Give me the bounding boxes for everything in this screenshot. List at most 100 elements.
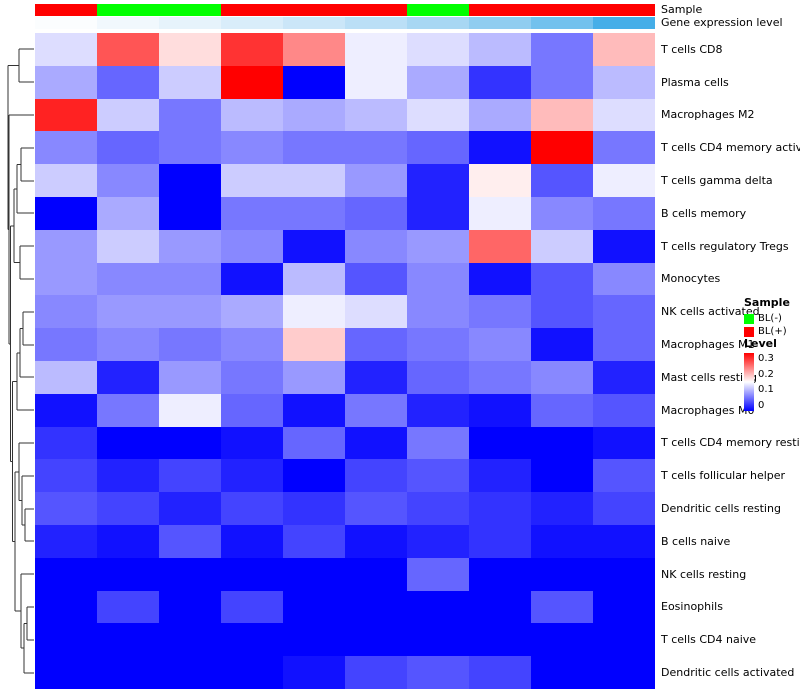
row-label: T cells gamma delta — [661, 174, 773, 188]
heatmap-cell — [469, 623, 531, 657]
heatmap-cell — [35, 426, 97, 460]
heatmap-cell — [221, 295, 283, 329]
heatmap-cell — [283, 164, 345, 197]
heatmap-cell — [469, 65, 531, 99]
heatmap-cell — [345, 623, 407, 657]
level-ticks: 0.3 0.2 0.1 0 — [758, 353, 774, 411]
heatmap-cell — [469, 262, 531, 296]
heatmap-cell — [221, 164, 283, 197]
heatmap-cell — [531, 393, 593, 427]
sample-annotation-cell — [221, 4, 283, 16]
heatmap-cell — [469, 426, 531, 460]
heatmap-cell — [97, 98, 159, 132]
heatmap-cell — [97, 328, 159, 361]
row-label: Macrophages M2 — [661, 108, 755, 122]
heatmap-cell — [531, 426, 593, 460]
heatmap-cell — [407, 524, 469, 558]
heatmap-cell — [469, 393, 531, 427]
level-legend: Level 0.3 0.2 0.1 0 — [744, 337, 777, 411]
row-label: NK cells resting — [661, 567, 747, 581]
row-label: T cells CD4 memory activated — [661, 141, 800, 155]
heatmap-cell — [35, 360, 97, 394]
heatmap-cell — [283, 262, 345, 296]
heatmap-cell — [35, 33, 97, 66]
heatmap-cell — [531, 328, 593, 361]
heatmap-cell — [35, 590, 97, 624]
heatmap-cell — [407, 295, 469, 329]
heatmap-cell — [97, 524, 159, 558]
heatmap-cell — [221, 557, 283, 591]
heatmap-cell — [97, 393, 159, 427]
heatmap-cell — [97, 196, 159, 230]
heatmap-cell — [283, 557, 345, 591]
heatmap-cell — [221, 656, 283, 689]
heatmap-cell — [593, 295, 655, 329]
heatmap-cell — [593, 393, 655, 427]
heatmap-cell — [345, 557, 407, 591]
sample-annotation-label: Sample — [661, 3, 703, 16]
heatmap-cell — [283, 492, 345, 525]
heatmap-cell — [35, 557, 97, 591]
sample-legend: Sample BL(-) BL(+) — [744, 296, 790, 338]
heatmap-cell — [159, 131, 221, 165]
heatmap-cell — [593, 164, 655, 197]
heatmap-cell — [159, 33, 221, 66]
heatmap-cell — [469, 328, 531, 361]
heatmap-cell — [407, 590, 469, 624]
gene-expression-annotation-cell — [345, 17, 407, 29]
heatmap-cell — [35, 295, 97, 329]
heatmap-cell — [221, 33, 283, 66]
row-label: T cells regulatory Tregs — [661, 239, 789, 253]
row-label: Macrophages M1 — [661, 338, 755, 352]
heatmap-cell — [159, 196, 221, 230]
heatmap-cell — [159, 229, 221, 263]
heatmap-cell — [531, 229, 593, 263]
heatmap-cell — [593, 328, 655, 361]
heatmap-cell — [345, 131, 407, 165]
heatmap-cell — [593, 196, 655, 230]
heatmap-cell — [283, 590, 345, 624]
gene-expression-annotation-cell — [531, 17, 593, 29]
heatmap-cell — [35, 328, 97, 361]
heatmap-cell — [407, 164, 469, 197]
heatmap-cell — [221, 393, 283, 427]
heatmap-cell — [469, 131, 531, 165]
heatmap-cell — [593, 98, 655, 132]
row-label: NK cells activated — [661, 305, 760, 319]
heatmap-cell — [97, 360, 159, 394]
heatmap-cell — [469, 229, 531, 263]
heatmap-cell — [469, 33, 531, 66]
heatmap-cell — [345, 262, 407, 296]
heatmap-cell — [221, 65, 283, 99]
sample-annotation-cell — [469, 4, 531, 16]
heatmap-cell — [469, 459, 531, 493]
heatmap-cell — [593, 623, 655, 657]
level-tick-label: 0 — [758, 399, 765, 411]
heatmap-cell — [283, 426, 345, 460]
row-label: Eosinophils — [661, 600, 723, 614]
heatmap-cell — [35, 262, 97, 296]
heatmap-cell — [159, 590, 221, 624]
heatmap-cell — [221, 492, 283, 525]
heatmap-cell — [97, 262, 159, 296]
row-label: Monocytes — [661, 272, 721, 286]
heatmap-cell — [407, 557, 469, 591]
heatmap-cell — [345, 656, 407, 689]
heatmap-cell — [407, 426, 469, 460]
heatmap-cell — [531, 524, 593, 558]
heatmap-cell — [407, 360, 469, 394]
heatmap-cell — [283, 65, 345, 99]
sample-annotation-cell — [35, 4, 97, 16]
heatmap-cell — [345, 393, 407, 427]
heatmap-cell — [469, 524, 531, 558]
heatmap-cell — [469, 196, 531, 230]
row-label: Macrophages M0 — [661, 403, 755, 417]
heatmap-cell — [35, 98, 97, 132]
heatmap-cell — [35, 656, 97, 689]
heatmap-cell — [159, 492, 221, 525]
heatmap-cell — [97, 426, 159, 460]
heatmap-cell — [97, 459, 159, 493]
legend-item-label: BL(+) — [758, 326, 787, 337]
heatmap-cell — [97, 33, 159, 66]
